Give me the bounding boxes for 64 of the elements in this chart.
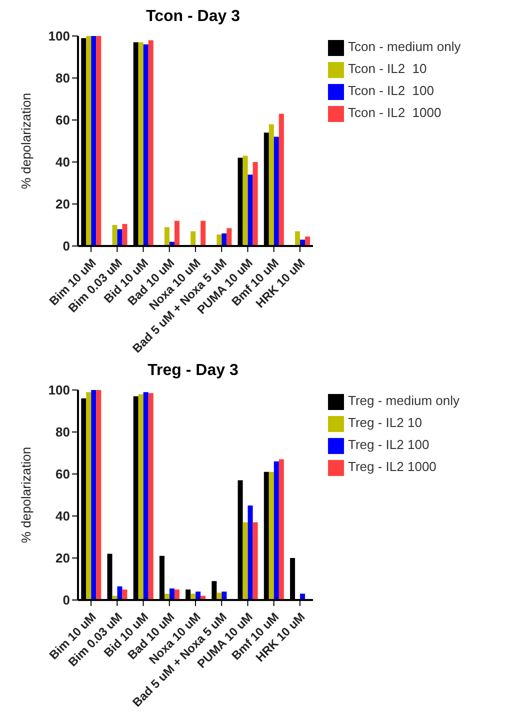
bar — [138, 394, 144, 600]
bar — [164, 227, 170, 246]
y-tick-label: 20 — [56, 196, 70, 212]
bar — [242, 156, 248, 246]
bar — [274, 136, 279, 246]
y-tick-label: 60 — [56, 466, 70, 482]
legend-label: Tcon - IL2 100 — [348, 83, 434, 98]
bar — [148, 40, 154, 246]
bar — [96, 36, 102, 246]
legend-label: Tcon - IL2 10 — [348, 61, 427, 76]
bar — [248, 174, 253, 246]
bar — [169, 588, 174, 600]
y-axis-title: % depolarization — [18, 92, 34, 190]
legend-label: Tcon - IL2 1000 — [348, 105, 442, 120]
bar — [117, 229, 122, 246]
y-tick-label: 0 — [62, 238, 70, 254]
legend-label: Treg - IL2 10 — [348, 415, 422, 430]
y-tick-label: 80 — [56, 424, 70, 440]
bar — [86, 36, 92, 246]
bar — [268, 124, 274, 246]
bar — [138, 42, 144, 246]
bar — [174, 220, 180, 246]
bar — [174, 590, 180, 600]
bar — [122, 224, 128, 246]
bar — [112, 225, 118, 246]
bar — [143, 392, 148, 600]
bar — [222, 233, 227, 246]
bar — [190, 231, 196, 246]
y-tick-label: 40 — [56, 154, 70, 170]
bar — [91, 390, 96, 600]
bar — [216, 234, 222, 246]
bar — [117, 586, 122, 600]
bar — [252, 162, 258, 246]
bar — [200, 220, 206, 246]
legend-label: Tcon - medium only — [348, 39, 461, 54]
y-tick-label: 40 — [56, 508, 70, 524]
bar — [148, 393, 154, 600]
y-tick-label: 0 — [62, 592, 70, 608]
chart-title: Tcon - Day 3 — [145, 8, 241, 26]
bar — [248, 506, 253, 600]
bar — [91, 36, 96, 246]
legend-label: Treg - IL2 100 — [348, 437, 430, 452]
y-tick-label: 80 — [56, 70, 70, 86]
bar — [122, 590, 128, 600]
bar — [226, 228, 232, 246]
y-axis-title: % depolarization — [18, 446, 34, 544]
bar — [305, 236, 310, 246]
bar — [143, 44, 148, 246]
y-tick-label: 20 — [56, 550, 70, 566]
chart-title: Treg - Day 3 — [146, 362, 240, 380]
bar — [295, 231, 300, 246]
bar — [278, 114, 284, 246]
bar — [252, 522, 258, 600]
bar — [274, 461, 279, 600]
y-tick-label: 100 — [48, 28, 70, 44]
bar — [96, 390, 102, 600]
bar — [86, 392, 92, 600]
y-tick-label: 60 — [56, 112, 70, 128]
bar — [242, 522, 248, 600]
bar — [278, 459, 284, 600]
legend-label: Treg - medium only — [348, 393, 460, 408]
bar — [268, 472, 274, 600]
legend-label: Treg - IL2 1000 — [348, 459, 436, 474]
y-tick-label: 100 — [48, 382, 70, 398]
